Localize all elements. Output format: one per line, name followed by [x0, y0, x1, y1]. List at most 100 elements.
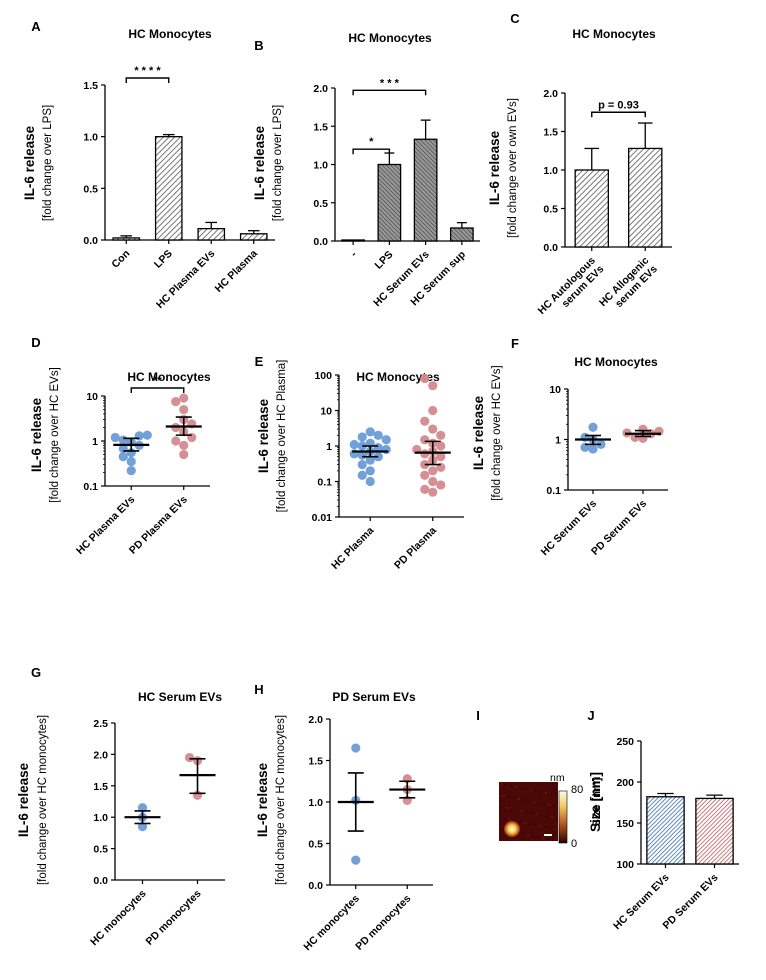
- y-axis-title: IL-6 release: [471, 395, 486, 470]
- y-tick-label: 200: [616, 777, 634, 789]
- y-tick-label: 1.0: [83, 132, 98, 144]
- afm-texture: [540, 791, 542, 793]
- y-axis-title: IL-6 release: [252, 125, 267, 200]
- bar: [377, 163, 402, 242]
- afm-texture: [549, 827, 551, 829]
- significance-label: *: [369, 136, 374, 148]
- data-point: [134, 431, 144, 441]
- data-point: [142, 430, 152, 440]
- significance-bracket: [591, 111, 646, 118]
- bar: [197, 227, 226, 241]
- x-tick-label: PD Plasma: [392, 525, 439, 572]
- data-point: [420, 416, 430, 426]
- panel-letter-c: C: [510, 11, 520, 26]
- data-point: [171, 397, 181, 407]
- y-axis-subtitle: [fold change over HC EVs]: [491, 365, 503, 501]
- afm-texture: [530, 789, 532, 791]
- data-point: [187, 432, 197, 443]
- afm-texture: [506, 807, 508, 809]
- afm-texture: [555, 794, 557, 796]
- data-point: [365, 455, 375, 465]
- significance-bracket: [352, 148, 391, 155]
- y-tick-label: 0.0: [313, 236, 328, 248]
- y-tick-label: 2.5: [93, 718, 108, 730]
- afm-texture: [547, 838, 549, 840]
- panel-letter-b: B: [254, 38, 263, 53]
- significance-label: * * *: [380, 77, 400, 89]
- afm-texture: [534, 824, 536, 826]
- afm-texture: [510, 785, 512, 787]
- significance-bracket: [125, 77, 170, 83]
- data-point: [420, 484, 430, 494]
- y-tick-label: 150: [616, 818, 634, 830]
- y-tick-label: 0.5: [83, 183, 98, 195]
- afm-texture: [531, 812, 533, 814]
- data-point: [428, 424, 438, 434]
- y-tick-label: 0.0: [83, 235, 98, 247]
- bar: [154, 136, 183, 241]
- afm-texture: [518, 798, 520, 800]
- y-tick-label: 1.0: [313, 160, 328, 172]
- chart-title: HC Monocytes: [128, 27, 212, 41]
- afm-texture: [520, 787, 522, 789]
- afm-texture: [539, 825, 541, 827]
- y-tick-label: 1.0: [93, 812, 108, 824]
- afm-particle: [504, 821, 520, 837]
- y-tick-label: 10: [320, 406, 332, 418]
- data-point: [436, 441, 446, 451]
- afm-texture: [542, 837, 544, 839]
- y-tick-label: 0.1: [317, 477, 332, 489]
- panel-letter-j: J: [587, 708, 594, 723]
- data-point: [428, 487, 438, 497]
- chart-title: HC Monocytes: [356, 370, 440, 384]
- panel-letter-f: F: [511, 336, 519, 351]
- y-tick-label: 1: [92, 436, 98, 448]
- afm-texture: [535, 790, 537, 792]
- data-point: [420, 449, 430, 459]
- data-point: [126, 456, 136, 467]
- data-point: [179, 404, 189, 415]
- data-point: [428, 466, 438, 476]
- data-point: [351, 855, 361, 865]
- y-tick-label: 0.5: [543, 204, 558, 216]
- y-axis-subtitle: [fold change over LPS]: [42, 105, 54, 221]
- afm-texture: [541, 814, 543, 816]
- data-point: [357, 450, 367, 460]
- data-point: [137, 822, 148, 832]
- y-tick-label: 10: [549, 384, 561, 396]
- data-point: [588, 444, 598, 454]
- y-axis-title: IL-6 release: [256, 398, 271, 473]
- x-tick-label: -: [348, 248, 359, 259]
- y-tick-label: 0.5: [313, 198, 328, 210]
- x-tick-label: LPS: [152, 248, 175, 271]
- panel-g: 0.0 0.5 1.0 1.5 2.0 2.5 IL-6 release [fold chan…: [16, 690, 225, 948]
- y-tick-label: 0.5: [308, 839, 323, 851]
- y-axis-subtitle: [fold change over HC monocytes]: [37, 715, 49, 885]
- y-tick-label: 0.0: [543, 242, 558, 254]
- y-tick-label: 1.5: [83, 80, 98, 92]
- y-tick-label: 0.1: [83, 481, 98, 493]
- afm-texture: [502, 829, 504, 831]
- afm-texture: [508, 796, 510, 798]
- bar: [628, 147, 663, 248]
- data-point: [436, 480, 446, 490]
- significance-bracket: [130, 387, 185, 393]
- panel-d: 0.1 1 10 IL-6 release [fold change over HC E…: [29, 367, 211, 557]
- panel-letter-d: D: [31, 335, 40, 350]
- y-tick-label: 1.0: [308, 797, 323, 809]
- colorbar-min: 0: [571, 838, 577, 850]
- panel-letter-e: E: [255, 354, 264, 369]
- x-tick-label: HC Autologousserum EVs: [536, 255, 607, 326]
- afm-texture: [524, 822, 526, 824]
- y-axis-title: IL-6 release: [22, 125, 37, 200]
- panel-letter-i: I: [476, 708, 480, 723]
- afm-texture: [514, 820, 516, 822]
- chart-title: HC Monocytes: [572, 27, 656, 41]
- data-point: [588, 422, 598, 432]
- y-tick-label: 1: [326, 441, 332, 453]
- data-point: [420, 373, 430, 384]
- data-point: [351, 743, 361, 753]
- y-axis-title: IL-6 release: [255, 762, 270, 837]
- x-tick-label: HC monocytes: [88, 888, 149, 949]
- data-point: [420, 435, 430, 445]
